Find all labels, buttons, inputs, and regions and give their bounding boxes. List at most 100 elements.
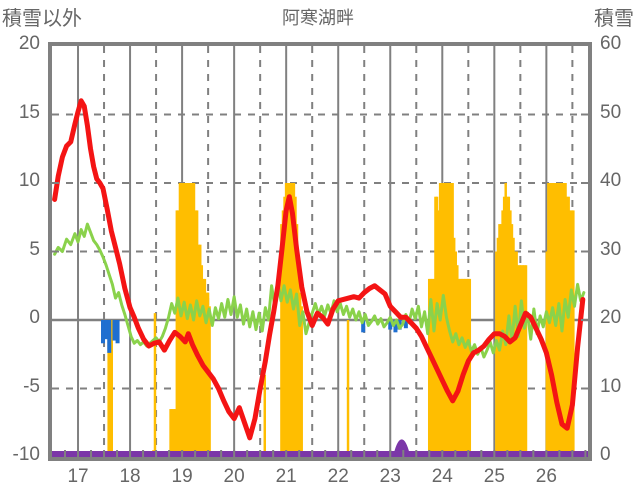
blue-bar xyxy=(107,320,112,353)
left-axis-tick: -10 xyxy=(12,444,40,465)
snow-depth-bar xyxy=(197,244,200,457)
x-axis-tick: 26 xyxy=(535,466,557,487)
chart-canvas xyxy=(52,46,588,457)
x-axis-tick: 18 xyxy=(119,466,141,487)
snow-depth-bar xyxy=(292,183,296,457)
right-axis-tick: 40 xyxy=(600,170,622,191)
blue-bar xyxy=(393,320,398,333)
snow-depth-bar xyxy=(195,210,199,457)
x-axis-tick: 19 xyxy=(171,466,193,487)
right-axis-tick: 50 xyxy=(600,101,622,123)
left-axis-tick: 10 xyxy=(18,170,40,191)
snow-depth-bar xyxy=(523,265,526,457)
snow-depth-bar xyxy=(181,183,185,457)
blue-bar xyxy=(388,320,393,330)
snow-depth-bar xyxy=(427,278,431,457)
left-axis-tick: -5 xyxy=(23,375,40,397)
snow-depth-bar xyxy=(194,210,197,457)
snow-depth-bar xyxy=(452,237,456,457)
snow-depth-bar xyxy=(431,278,434,457)
snow-depth-bar xyxy=(289,183,293,457)
snow-depth-bar xyxy=(442,183,445,457)
snow-depth-bar xyxy=(346,320,350,457)
snow-depth-bar xyxy=(295,224,299,457)
snow-depth-bar xyxy=(570,210,574,457)
left-axis-tick: 20 xyxy=(18,33,40,54)
snow-depth-bar xyxy=(515,251,518,457)
snow-depth-bar xyxy=(283,196,286,457)
snow-depth-bar xyxy=(110,320,114,457)
left-axis-tick: 15 xyxy=(18,101,40,123)
plot-area xyxy=(48,42,592,461)
snow-depth-bar xyxy=(443,183,447,457)
snow-depth-bar xyxy=(291,183,294,457)
snow-depth-bar xyxy=(513,251,517,457)
snow-depth-bar xyxy=(286,183,289,457)
snow-depth-bar xyxy=(170,409,174,457)
snow-depth-bar xyxy=(457,278,461,457)
snow-depth-bar xyxy=(280,224,283,457)
temperature-line xyxy=(52,98,586,441)
x-axis-tick: 21 xyxy=(275,466,297,487)
snow-depth-bar xyxy=(512,237,515,457)
left-axis-tick: 5 xyxy=(29,238,40,260)
snow-depth-bar xyxy=(520,265,523,457)
snow-depth-bar xyxy=(572,210,575,457)
snow-depth-bar xyxy=(174,409,177,457)
snow-depth-bar xyxy=(284,183,288,457)
left-axis-tick: 0 xyxy=(29,307,40,328)
x-axis-tick: 25 xyxy=(483,466,505,487)
snow-depth-bar xyxy=(551,183,555,457)
snow-depth-bar xyxy=(294,196,297,457)
snow-depth-bar xyxy=(521,265,525,457)
snow-depth-bar xyxy=(448,183,451,457)
snow-depth-bar xyxy=(153,313,157,457)
snow-depth-bar xyxy=(281,210,285,457)
right-axis-title: 積雪 xyxy=(594,8,634,30)
axis-ticks xyxy=(52,113,588,457)
snow-depth-bar xyxy=(169,409,172,457)
snow-depth-bar xyxy=(449,183,453,457)
x-axis-tick: 17 xyxy=(67,466,89,487)
snow-depth-bar xyxy=(263,374,266,457)
snow-depth-bar xyxy=(297,265,300,457)
snow-depth-bar xyxy=(495,251,498,457)
blue-bar xyxy=(361,320,366,333)
snow-depth-bar xyxy=(460,278,464,457)
snow-depth-bar xyxy=(564,183,567,457)
blue-bar xyxy=(115,320,120,344)
snow-depth-bar xyxy=(287,183,291,457)
snow-depth-bar xyxy=(180,183,183,457)
snow-depth-bar xyxy=(451,183,454,457)
snow-depth-bar xyxy=(468,278,472,457)
snow-depth-bar xyxy=(189,183,193,457)
x-axis-tick: 20 xyxy=(223,466,245,487)
x-axis-tick: 22 xyxy=(327,466,349,487)
snow-depth-bar xyxy=(188,183,191,457)
snow-depth-bar xyxy=(172,409,175,457)
blue-bar xyxy=(104,320,109,340)
x-axis-tick: 23 xyxy=(379,466,401,487)
blue-bar xyxy=(100,320,105,344)
snow-depth-bar xyxy=(524,265,528,457)
snow-depth-bar xyxy=(183,183,186,457)
snow-depth-bar xyxy=(184,183,188,457)
plot-inner xyxy=(52,46,588,457)
snow-depth-bar xyxy=(498,224,501,457)
right-axis-tick: 0 xyxy=(600,444,611,465)
snow-depth-bar xyxy=(454,251,457,457)
snow-depth-bar xyxy=(569,210,572,457)
snow-depth-bar xyxy=(429,278,433,457)
snow-depth-bar xyxy=(567,196,570,457)
chart-title: 阿寒湖畔 xyxy=(282,8,354,28)
snow-depth-bar xyxy=(205,292,208,457)
snow-baseline-bump xyxy=(393,439,410,455)
snow-depth-bar xyxy=(300,306,303,457)
snow-depth-bar xyxy=(504,183,507,457)
snow-depth-bar xyxy=(435,196,439,457)
snow-depth-bar xyxy=(456,265,459,457)
snow-depth-bar xyxy=(178,183,182,457)
snow-depth-bar xyxy=(459,278,462,457)
left-axis-title: 積雪以外 xyxy=(2,8,82,30)
